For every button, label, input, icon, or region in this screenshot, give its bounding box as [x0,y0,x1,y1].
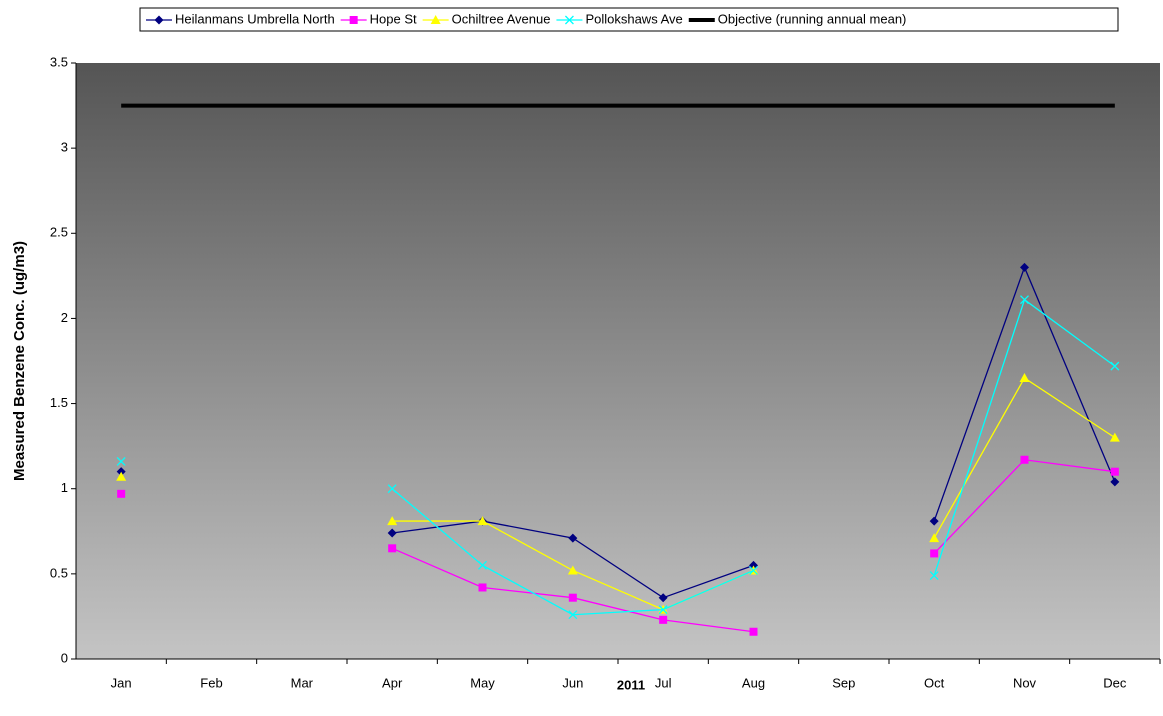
legend-label: Hope St [370,11,417,26]
y-tick-label: 1.5 [50,395,68,410]
x-tick-label: Sep [832,675,855,690]
x-tick-label: Jan [111,675,132,690]
y-tick-label: 1 [61,480,68,495]
marker [568,593,577,602]
marker [929,571,939,581]
marker [430,15,441,24]
marker [478,560,487,570]
x-tick-label: Feb [200,675,222,690]
marker [1020,455,1029,464]
marker [349,16,358,24]
marker [154,15,164,25]
marker [568,610,578,620]
marker [1109,432,1120,442]
legend [139,7,1119,32]
x-tick-label: Aug [742,675,765,690]
marker [1110,361,1120,371]
marker [116,457,126,466]
marker [567,565,578,575]
marker [749,565,758,575]
x-tick-label: Dec [1103,675,1127,690]
legend-label: Pollokshaws Ave [585,11,682,26]
marker [749,627,758,636]
marker [1110,477,1120,487]
x-tick-label: Oct [924,675,945,690]
y-tick-label: 3.5 [50,54,68,69]
y-tick-label: 2.5 [50,225,68,240]
marker [929,516,939,526]
y-tick-label: 3 [61,140,68,155]
marker [659,615,668,624]
x-tick-label: Jul [655,675,672,690]
x-axis-title: 2011 [617,677,645,692]
marker [1110,467,1119,476]
marker [387,484,397,494]
x-tick-label: Mar [291,675,314,690]
marker [478,583,487,592]
marker [658,605,668,615]
marker [117,489,126,498]
marker [929,533,940,543]
y-tick-label: 0.5 [50,565,68,580]
marker [387,516,398,526]
y-axis-title: Measured Benzene Conc. (ug/m3) [11,241,28,481]
marker [477,516,488,526]
marker [116,471,127,481]
marker [568,533,578,543]
y-tick-label: 2 [61,310,68,325]
marker [1020,262,1029,272]
marker [388,544,397,553]
marker [1020,295,1029,305]
legend-label: Heilanmans Umbrella North [175,11,335,26]
x-tick-label: Jun [562,675,583,690]
marker [930,549,939,558]
marker [658,593,668,603]
marker [387,528,397,538]
y-tick-label: 0 [61,650,68,665]
x-tick-label: Nov [1013,675,1037,690]
legend-label: Objective (running annual mean) [718,11,907,26]
x-tick-label: Apr [382,675,403,690]
marker [1019,373,1030,383]
marker [564,15,574,25]
marker [116,467,126,477]
plot-area [76,63,1160,659]
legend-label: Ochiltree Avenue [452,11,551,26]
x-tick-label: May [470,675,495,690]
